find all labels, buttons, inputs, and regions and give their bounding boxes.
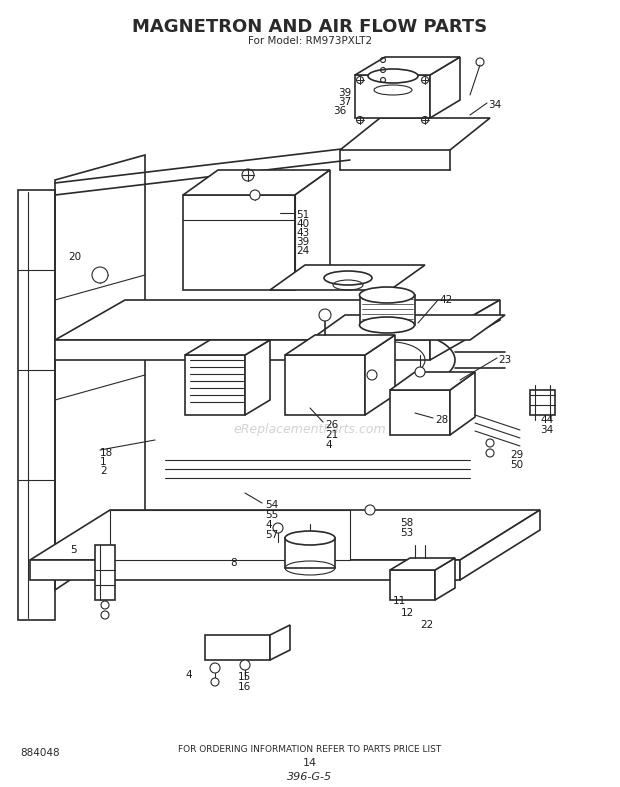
Circle shape <box>365 505 375 515</box>
Polygon shape <box>340 118 490 150</box>
Text: For Model: RM973PXLT2: For Model: RM973PXLT2 <box>248 36 372 46</box>
Polygon shape <box>245 340 270 415</box>
Text: 12: 12 <box>401 608 414 618</box>
Text: 4: 4 <box>185 670 192 680</box>
Text: 28: 28 <box>435 415 448 425</box>
Circle shape <box>101 601 109 609</box>
Text: 22: 22 <box>420 620 433 630</box>
Polygon shape <box>435 558 455 600</box>
Circle shape <box>101 611 109 619</box>
Ellipse shape <box>360 317 415 333</box>
Text: 37: 37 <box>338 97 352 107</box>
Text: 21: 21 <box>325 430 339 440</box>
Polygon shape <box>185 355 245 415</box>
Text: 57: 57 <box>265 530 278 540</box>
Circle shape <box>250 190 260 200</box>
Text: 34: 34 <box>488 100 501 110</box>
Polygon shape <box>285 355 365 415</box>
Polygon shape <box>185 340 270 355</box>
Polygon shape <box>270 265 425 290</box>
Text: 50: 50 <box>510 460 523 470</box>
Polygon shape <box>310 315 505 340</box>
Text: 43: 43 <box>296 228 309 238</box>
Text: 8: 8 <box>230 558 237 568</box>
Polygon shape <box>183 195 295 290</box>
Polygon shape <box>390 570 435 600</box>
Text: 20: 20 <box>68 252 81 262</box>
Polygon shape <box>530 390 555 415</box>
Text: 54: 54 <box>265 500 278 510</box>
Polygon shape <box>430 300 500 360</box>
Text: 14: 14 <box>303 758 317 768</box>
Polygon shape <box>110 510 350 560</box>
Text: 4: 4 <box>325 440 332 450</box>
Polygon shape <box>390 390 450 435</box>
Polygon shape <box>390 372 475 390</box>
Ellipse shape <box>368 69 418 83</box>
Polygon shape <box>285 335 395 355</box>
Text: 29: 29 <box>510 450 523 460</box>
Text: 58: 58 <box>400 518 414 528</box>
Polygon shape <box>205 635 270 660</box>
Polygon shape <box>55 340 430 360</box>
Text: 884048: 884048 <box>20 748 60 758</box>
Text: FOR ORDERING INFORMATION REFER TO PARTS PRICE LIST: FOR ORDERING INFORMATION REFER TO PARTS … <box>179 745 441 754</box>
Circle shape <box>486 449 494 457</box>
Polygon shape <box>95 545 115 600</box>
Text: 16: 16 <box>238 682 251 692</box>
Text: 51: 51 <box>296 210 309 220</box>
Polygon shape <box>183 170 330 195</box>
Text: 55: 55 <box>265 510 278 520</box>
Polygon shape <box>30 560 460 580</box>
Text: 4: 4 <box>265 520 272 530</box>
Circle shape <box>415 367 425 377</box>
Polygon shape <box>355 57 460 75</box>
Text: 34: 34 <box>540 425 553 435</box>
Text: 44: 44 <box>540 415 553 425</box>
Circle shape <box>240 660 250 670</box>
Text: MAGNETRON AND AIR FLOW PARTS: MAGNETRON AND AIR FLOW PARTS <box>133 18 487 36</box>
Polygon shape <box>460 510 540 580</box>
Text: 26: 26 <box>325 420 339 430</box>
Polygon shape <box>360 295 415 325</box>
Polygon shape <box>430 57 460 118</box>
Polygon shape <box>365 335 395 415</box>
Circle shape <box>211 678 219 686</box>
Text: 23: 23 <box>498 355 511 365</box>
Circle shape <box>319 309 331 321</box>
Polygon shape <box>295 170 330 290</box>
Ellipse shape <box>285 531 335 545</box>
Polygon shape <box>450 372 475 435</box>
Text: 40: 40 <box>296 219 309 229</box>
Text: 53: 53 <box>400 528 414 538</box>
Text: eReplacementParts.com: eReplacementParts.com <box>234 423 386 437</box>
Polygon shape <box>390 558 455 570</box>
Text: 5: 5 <box>70 545 77 555</box>
Text: 11: 11 <box>393 596 406 606</box>
Polygon shape <box>355 75 430 118</box>
Text: 15: 15 <box>238 672 251 682</box>
Polygon shape <box>30 510 540 560</box>
Text: 39: 39 <box>296 237 309 247</box>
Text: 396-G-5: 396-G-5 <box>288 772 332 782</box>
Circle shape <box>210 663 220 673</box>
Text: 42: 42 <box>439 295 452 305</box>
Text: 1: 1 <box>100 457 107 467</box>
Polygon shape <box>270 625 290 660</box>
Text: 18: 18 <box>100 448 113 458</box>
Polygon shape <box>285 538 335 568</box>
Text: 39: 39 <box>338 88 352 98</box>
Text: 2: 2 <box>100 466 107 476</box>
Ellipse shape <box>360 287 415 303</box>
Ellipse shape <box>324 271 372 285</box>
Polygon shape <box>55 300 500 340</box>
Text: 36: 36 <box>333 106 346 116</box>
Circle shape <box>273 523 283 533</box>
Circle shape <box>92 267 108 283</box>
Text: 24: 24 <box>296 246 309 256</box>
Circle shape <box>486 439 494 447</box>
